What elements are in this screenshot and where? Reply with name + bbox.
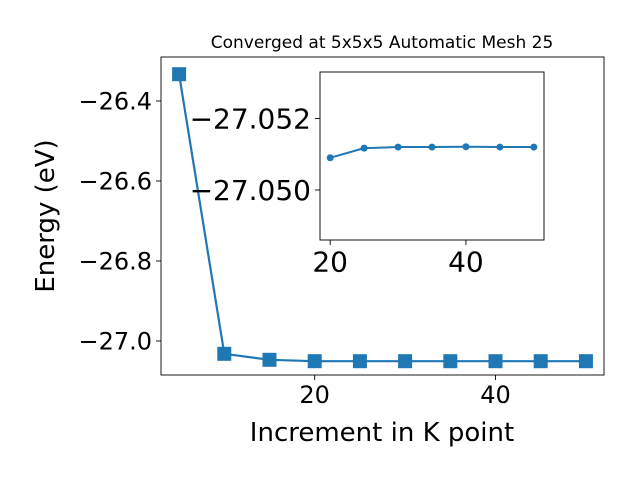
inset-plot-area [320, 72, 544, 240]
data-point [307, 354, 322, 369]
data-point [578, 354, 593, 369]
inset-plot: 20 40 −27.050 −27.052 [190, 71, 545, 279]
series-line [177, 74, 586, 363]
data-point [352, 354, 367, 369]
plot-frame [160, 56, 605, 376]
y-tick-label: −26.4 [78, 88, 152, 116]
x-tick-label: 40 [480, 381, 511, 409]
y-tick-label: −27.052 [190, 103, 311, 136]
data-point [394, 143, 402, 151]
data-point [262, 352, 277, 367]
data-point [172, 67, 187, 82]
data-point [428, 143, 436, 151]
x-tick-label: 20 [299, 381, 330, 409]
data-point [360, 144, 368, 152]
chart-title: Converged at 5x5x5 Automatic Mesh 25 [211, 33, 554, 53]
data-point [217, 346, 232, 361]
y-tick-label: −26.6 [78, 168, 152, 196]
data-point [462, 143, 470, 151]
data-point [443, 354, 458, 369]
y-axis-label: Energy (eV) [31, 139, 61, 292]
data-point [398, 354, 413, 369]
plot-frame [319, 71, 545, 241]
data-point [488, 354, 503, 369]
x-tick-label: 40 [448, 246, 484, 279]
y-tick-label: −26.8 [78, 248, 152, 276]
y-tick-label: −27.050 [190, 174, 311, 207]
data-point [326, 154, 334, 162]
data-point [496, 143, 504, 151]
y-tick-label: −27.0 [78, 328, 152, 356]
x-tick-label: 20 [312, 246, 348, 279]
data-point [530, 143, 538, 151]
x-axis-label: Increment in K point [250, 418, 514, 448]
data-point [533, 354, 548, 369]
